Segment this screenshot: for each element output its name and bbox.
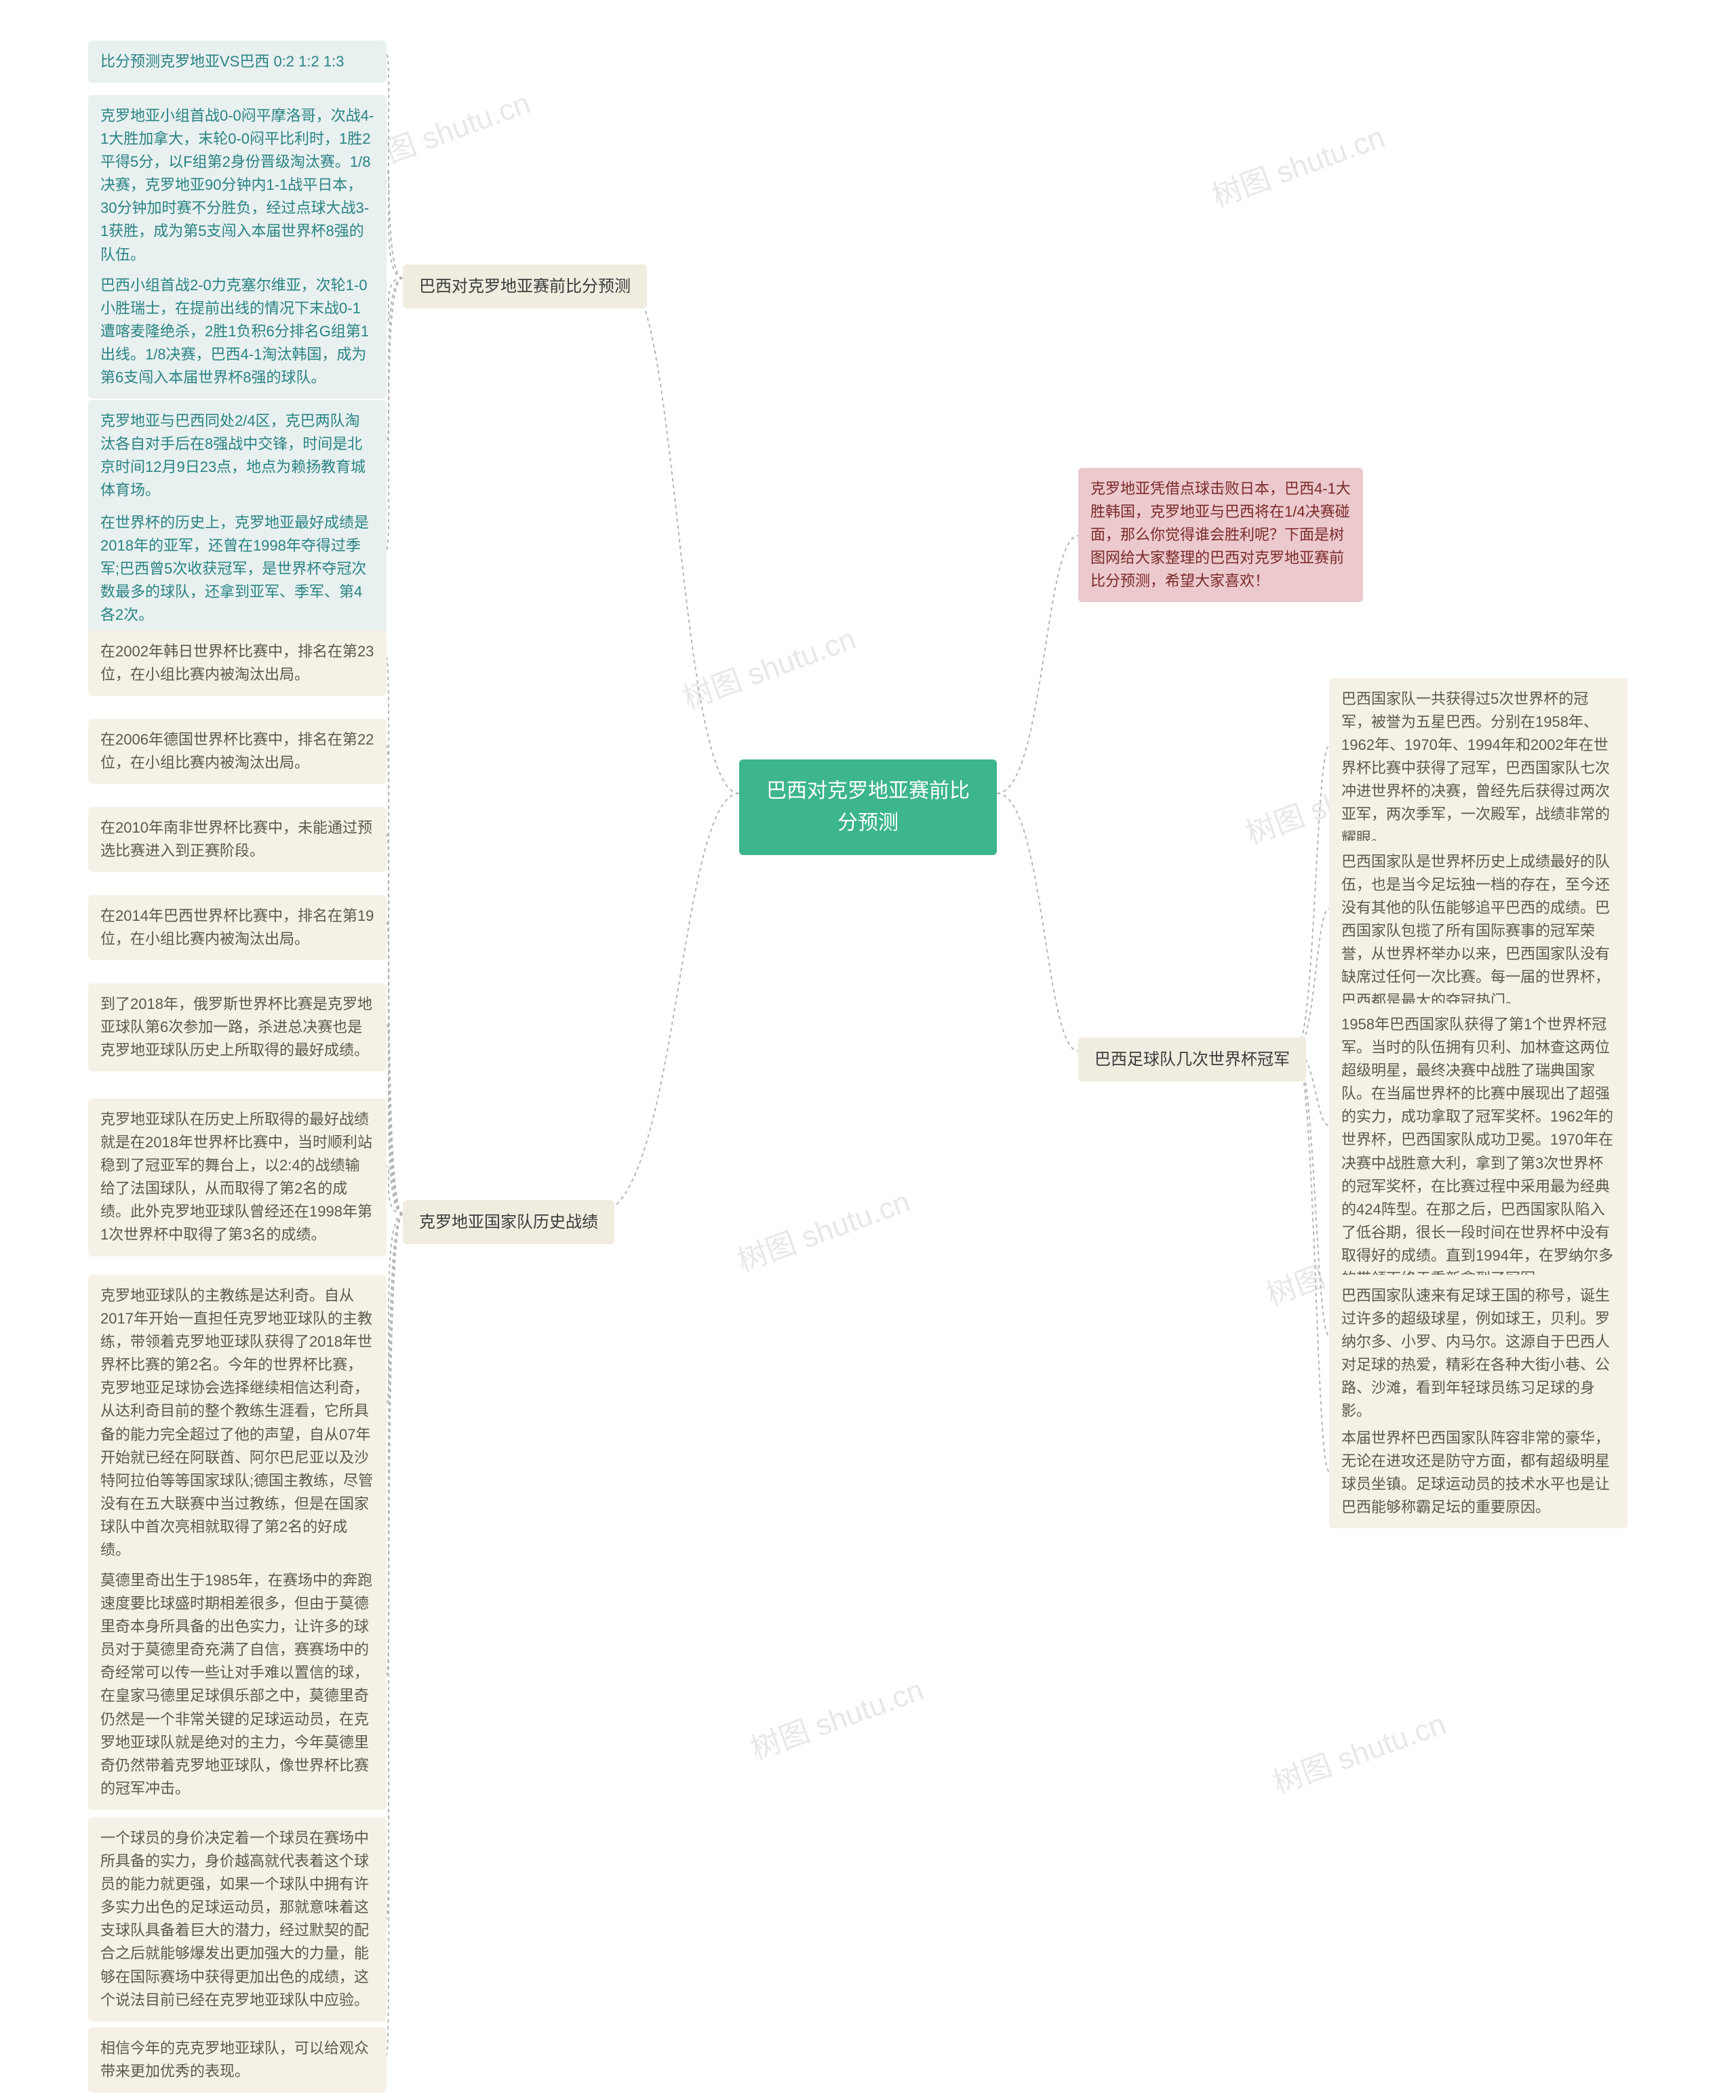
leaf-node: 巴西小组首战2-0力克塞尔维亚，次轮1-0小胜瑞士，在提前出线的情况下末战0-1… (88, 264, 387, 399)
leaf-node: 巴西国家队是世界杯历史上成绩最好的队伍，也是当今足坛独一档的存在，至今还没有其他… (1329, 841, 1628, 1022)
branch-brazil-champion: 巴西足球队几次世界杯冠军 (1078, 1037, 1306, 1082)
leaf-node: 相信今年的克克罗地亚球队，可以给观众带来更加优秀的表现。 (88, 2027, 387, 2093)
branch-croatia-history: 克罗地亚国家队历史战绩 (403, 1200, 614, 1244)
leaf-node: 在2006年德国世界杯比赛中，排名在第22位，在小组比赛内被淘汰出局。 (88, 719, 387, 784)
watermark: 树图 shutu.cn (744, 1665, 928, 1768)
leaf-node: 巴西国家队速来有足球王国的称号，诞生过许多的超级球星，例如球王，贝利。罗纳尔多、… (1329, 1275, 1628, 1433)
leaf-node: 克罗地亚球队在历史上所取得的最好战绩就是在2018年世界杯比赛中，当时顺利站稳到… (88, 1098, 387, 1256)
leaf-node: 巴西国家队一共获得过5次世界杯的冠军，被誉为五星巴西。分别在1958年、1962… (1329, 678, 1628, 859)
center-node: 巴西对克罗地亚赛前比分预测 (739, 759, 997, 855)
leaf-node: 在2010年南非世界杯比赛中，未能通过预选比赛进入到正赛阶段。 (88, 807, 387, 872)
leaf-node: 在2002年韩日世界杯比赛中，排名在第23位，在小组比赛内被淘汰出局。 (88, 631, 387, 696)
watermark: 树图 shutu.cn (730, 1177, 915, 1280)
leaf-node: 比分预测克罗地亚VS巴西 0:2 1:2 1:3 (88, 41, 387, 83)
watermark: 树图 shutu.cn (1205, 113, 1389, 215)
leaf-node: 在2014年巴西世界杯比赛中，排名在第19位，在小组比赛内被淘汰出局。 (88, 895, 387, 960)
leaf-node: 克罗地亚与巴西同处2/4区，克巴两队淘汰各自对手后在8强战中交锋，时间是北京时间… (88, 400, 387, 511)
watermark: 树图 shutu.cn (1266, 1699, 1451, 1802)
leaf-node: 莫德里奇出生于1985年，在赛场中的奔跑速度要比球盛时期相差很多，但由于莫德里奇… (88, 1560, 387, 1810)
branch-prediction: 巴西对克罗地亚赛前比分预测 (403, 264, 647, 309)
leaf-node: 本届世界杯巴西国家队阵容非常的豪华，无论在进攻还是防守方面，都有超级明星球员坐镇… (1329, 1417, 1628, 1528)
leaf-node: 克罗地亚小组首战0-0闷平摩洛哥，次战4-1大胜加拿大，末轮0-0闷平比利时，1… (88, 95, 387, 276)
leaf-node: 到了2018年，俄罗斯世界杯比赛是克罗地亚球队第6次参加一路，杀进总决赛也是克罗… (88, 983, 387, 1071)
leaf-node: 在世界杯的历史上，克罗地亚最好成绩是2018年的亚军，还曾在1998年夺得过季军… (88, 502, 387, 636)
summary-node: 克罗地亚凭借点球击败日本，巴西4-1大胜韩国，克罗地亚与巴西将在1/4决赛碰面，… (1078, 468, 1363, 602)
leaf-node: 一个球员的身价决定着一个球员在赛场中所具备的实力，身价越高就代表着这个球员的能力… (88, 1817, 387, 2021)
leaf-node: 克罗地亚球队的主教练是达利奇。自从2017年开始一直担任克罗地亚球队的主教练，带… (88, 1275, 387, 1571)
leaf-node: 1958年巴西国家队获得了第1个世界杯冠军。当时的队伍拥有贝利、加林查这两位超级… (1329, 1004, 1628, 1300)
watermark: 树图 shutu.cn (676, 614, 861, 717)
